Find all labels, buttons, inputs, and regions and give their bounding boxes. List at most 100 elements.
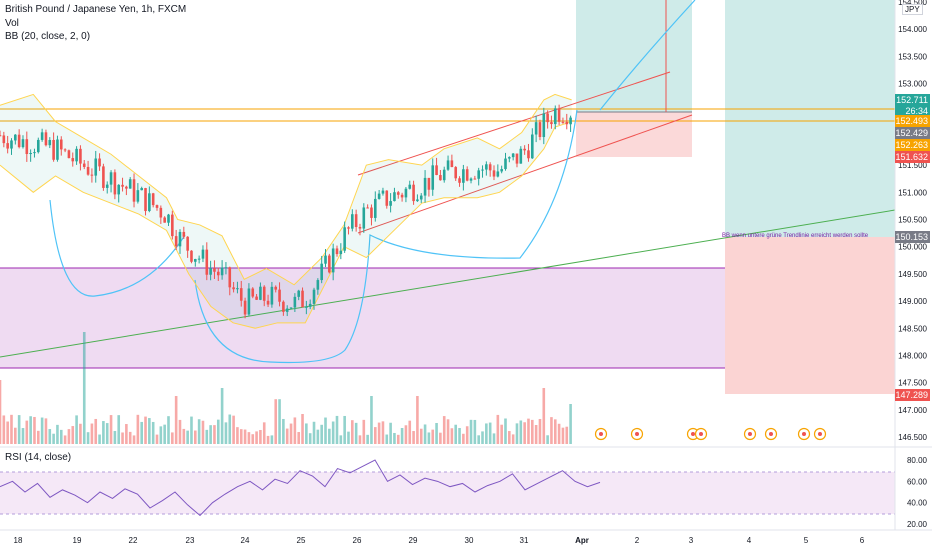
currency-badge[interactable]: JPY	[902, 4, 923, 15]
volume-bar	[282, 418, 285, 444]
volume-bar	[496, 414, 500, 444]
candle-body	[159, 207, 163, 218]
volume-bar	[121, 432, 124, 444]
price-axis[interactable]: 154.500154.000153.500153.000152.500152.0…	[898, 0, 927, 442]
candle-body	[569, 117, 572, 125]
candle-body	[274, 286, 278, 290]
level-tag-152429: 152.429	[895, 127, 930, 139]
candle-body	[71, 158, 75, 162]
candle-body	[385, 190, 389, 206]
candle-body	[33, 152, 36, 154]
volume-bar	[190, 416, 193, 444]
volume-bar	[163, 424, 166, 444]
candle-body	[2, 135, 6, 144]
candle-body	[144, 188, 147, 212]
time-axis[interactable]: 18 19 22 23 24 25 26 29 30 31 Apr 2 3 4 5 6	[14, 536, 865, 545]
candle-body	[519, 148, 523, 164]
volume-bar	[63, 435, 67, 444]
candle-body	[0, 135, 2, 137]
candle-body	[186, 236, 189, 251]
candlesticks	[0, 104, 572, 319]
candle-body	[232, 287, 235, 290]
volume-bar	[347, 431, 350, 444]
volume-bar	[2, 415, 6, 444]
main-pane[interactable]	[0, 0, 895, 446]
candle-body	[216, 271, 220, 276]
time-tick-label: 26	[353, 536, 362, 545]
green-trendline	[0, 209, 896, 358]
candle-body	[171, 214, 174, 237]
price-tick-label: 148.000	[898, 351, 927, 360]
projection-curve-1	[49, 199, 186, 297]
candle-body	[59, 139, 63, 150]
volume-bar	[523, 422, 526, 444]
volume-bar	[362, 419, 366, 444]
rsi-tick-label: 60.00	[907, 477, 928, 486]
candle-body	[44, 132, 48, 146]
candle-body	[542, 113, 546, 138]
volume-bar	[366, 434, 369, 444]
candle-body	[36, 139, 40, 153]
volume-bar	[113, 430, 117, 444]
event-dot	[769, 432, 773, 436]
time-tick-label: Apr	[575, 536, 589, 545]
volume-bar	[557, 423, 561, 444]
candle-body	[393, 192, 396, 202]
candle-body	[63, 149, 67, 151]
candle-body	[109, 172, 113, 185]
price-tick-label: 149.000	[898, 297, 927, 306]
price-tick-label: 147.000	[898, 406, 927, 415]
candle-body	[21, 139, 25, 148]
volume-bar	[205, 429, 209, 444]
volume-bar	[132, 435, 136, 444]
symbol-title[interactable]: British Pound / Japanese Yen, 1h, FXCM	[5, 4, 187, 15]
volume-bar	[259, 429, 262, 444]
candle-body	[389, 201, 392, 206]
time-tick-label: 24	[241, 536, 250, 545]
projection-loss-box	[725, 237, 895, 394]
volume-bar	[247, 432, 251, 444]
volume-bar	[14, 427, 17, 444]
candle-body	[178, 231, 182, 247]
volume-bar	[140, 421, 143, 444]
candle-body	[308, 303, 312, 307]
candle-body	[98, 158, 101, 167]
volume-bar	[450, 428, 454, 444]
volume-bar	[358, 435, 362, 444]
trendline-note: BB wenn untere grüne Trendlinie erreicht…	[722, 233, 869, 239]
volume-bar	[128, 431, 132, 444]
current-price-tag: 152.711	[895, 94, 930, 106]
volume-legend[interactable]: Vol	[5, 18, 19, 29]
volume-bar	[289, 423, 293, 444]
candle-body	[213, 268, 216, 272]
time-tick-label: 30	[465, 536, 474, 545]
candle-body	[381, 190, 385, 194]
volume-bar	[144, 416, 147, 444]
volume-bar	[412, 431, 415, 444]
candle-body	[301, 290, 304, 308]
candle-body	[90, 174, 94, 176]
candle-body	[201, 249, 205, 259]
candle-body	[182, 231, 186, 237]
volume-bar	[86, 432, 90, 444]
candle-body	[343, 227, 346, 251]
bb-legend[interactable]: BB (20, close, 2, 0)	[5, 31, 91, 42]
volume-bar	[439, 432, 442, 444]
rsi-legend[interactable]: RSI (14, close)	[5, 452, 72, 463]
candle-body	[243, 300, 247, 315]
candle-body	[469, 178, 473, 181]
price-tick-label: 150.500	[898, 216, 927, 225]
candle-body	[136, 190, 140, 202]
volume-bar	[79, 423, 82, 444]
rsi-tick-label: 80.00	[907, 456, 928, 465]
event-markers[interactable]	[594, 427, 827, 441]
candle-body	[102, 166, 105, 188]
volume-bar	[59, 429, 63, 444]
candle-body	[508, 157, 511, 159]
volume-bar	[373, 427, 377, 444]
time-tick-label: 5	[804, 536, 809, 545]
candle-body	[209, 268, 212, 275]
volume-bar	[174, 396, 178, 444]
volume-bar	[178, 419, 182, 444]
